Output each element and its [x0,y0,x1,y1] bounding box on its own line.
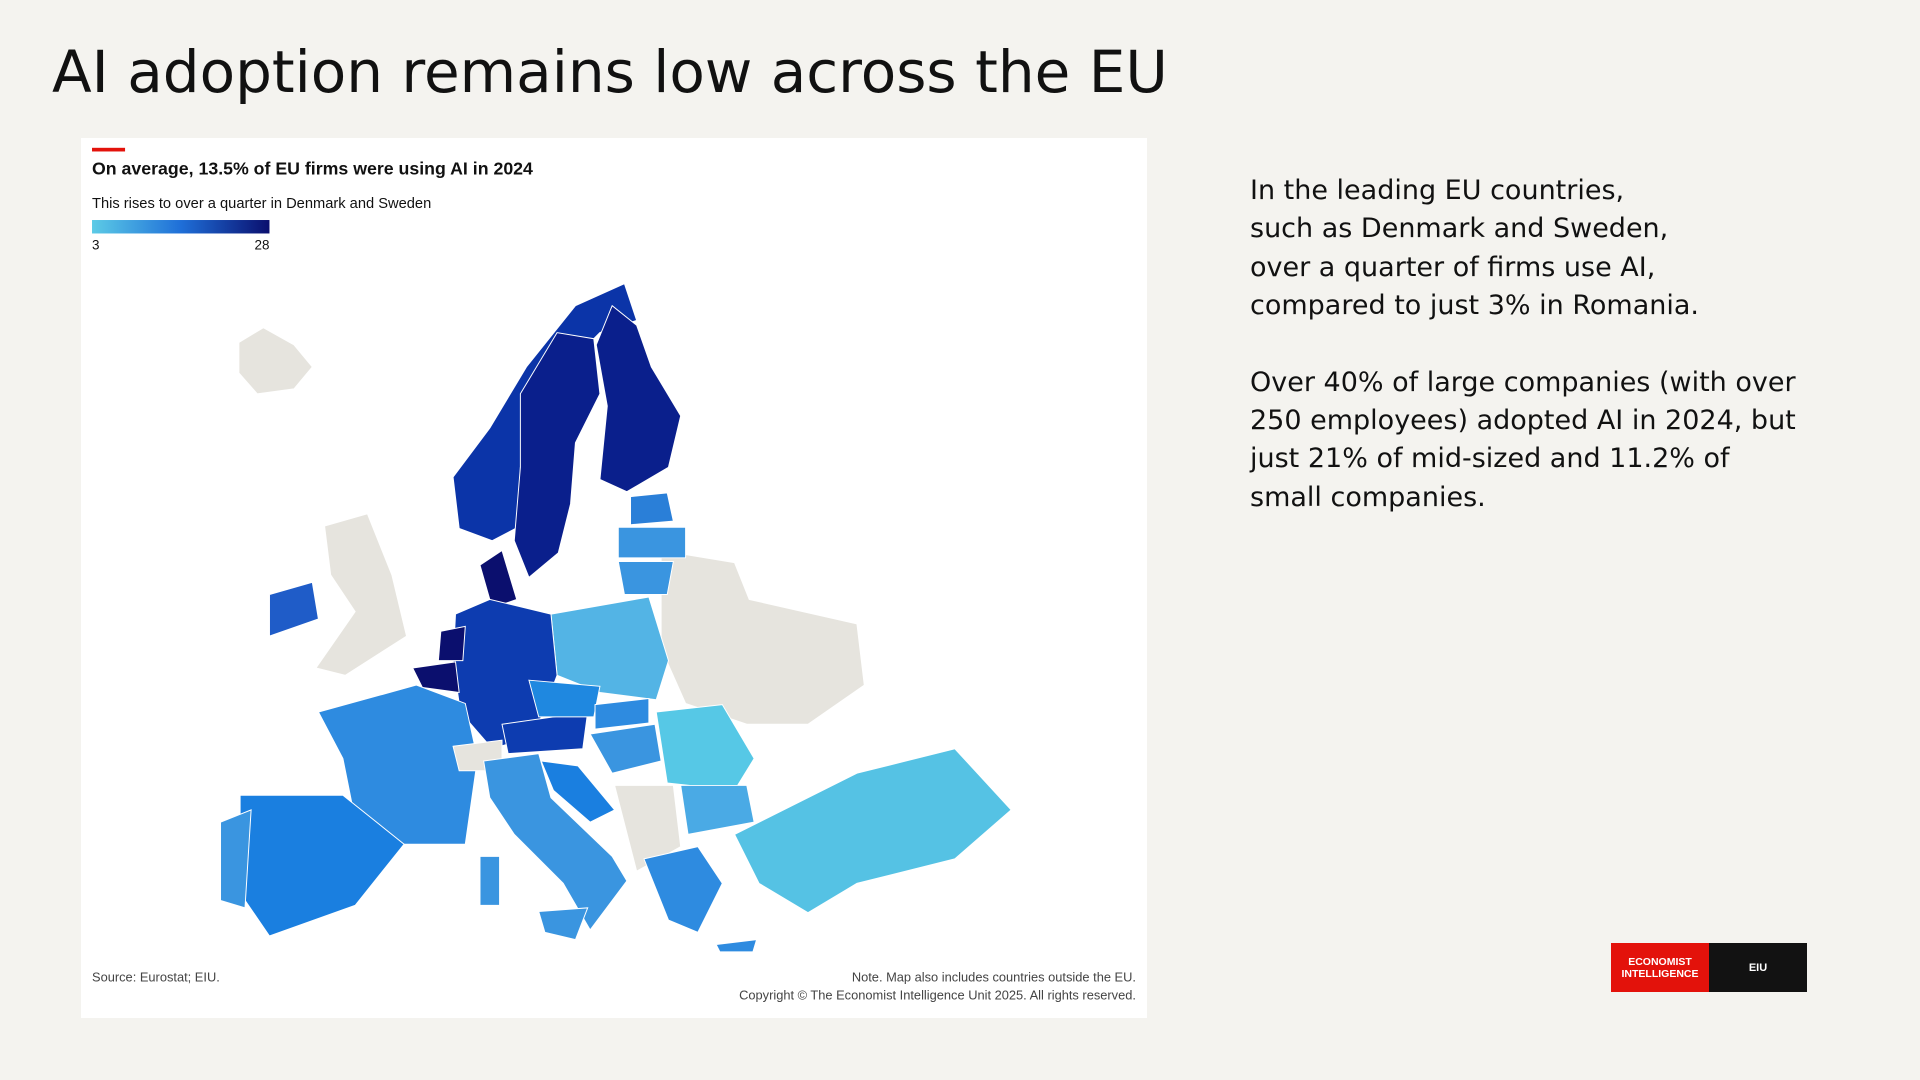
source: Source: Eurostat; EIU. [92,969,220,984]
romania [655,704,755,791]
italy [483,753,628,931]
crete [715,939,758,953]
sardinia [479,855,501,906]
greece [643,846,723,933]
legend-max: 28 [255,237,270,252]
western-balkans [613,784,682,872]
slide-title: AI adoption remains low across the EU [52,38,1168,106]
note: Note. Map also includes countries outsid… [852,969,1136,984]
europe-map [220,282,1012,953]
map-figure: On average, 13.5% of EU firms were using… [92,147,1136,1003]
copyright: Copyright © The Economist Intelligence U… [739,988,1136,1003]
legend-scale [92,220,270,234]
slovakia [594,698,650,730]
latvia [617,526,687,559]
hungary [589,723,662,774]
map-panel: On average, 13.5% of EU firms were using… [81,138,1147,1018]
iceland [238,327,313,395]
non-eu-east [660,549,865,725]
belgium [411,661,460,694]
ireland [268,581,319,637]
sweden [513,332,601,579]
accent-bar [92,147,126,152]
logo-left: ECONOMIST INTELLIGENCE [1611,943,1709,992]
panel-title: On average, 13.5% of EU firms were using… [92,159,533,179]
panel-subtitle: This rises to over a quarter in Denmark … [92,196,431,212]
finland [595,304,682,493]
paragraph: In the leading EU countries, such as Den… [1250,175,1699,322]
bulgaria [680,784,755,835]
eiu-logo: ECONOMIST INTELLIGENCE EIU [1611,943,1807,992]
france [317,684,479,845]
sicily [538,907,589,941]
netherlands [437,625,466,662]
uk [315,513,408,676]
denmark [479,549,518,609]
paragraph: Over 40% of large companies (with over 2… [1250,366,1796,513]
turkey [733,748,1012,914]
side-text: In the leading EU countries, such as Den… [1250,172,1810,555]
lithuania [617,560,674,596]
croatia-slovenia [540,760,616,823]
legend-min: 3 [92,237,99,252]
logo-right: EIU [1709,943,1807,992]
estonia [630,492,674,526]
czechia [528,679,601,718]
portugal [220,809,252,909]
